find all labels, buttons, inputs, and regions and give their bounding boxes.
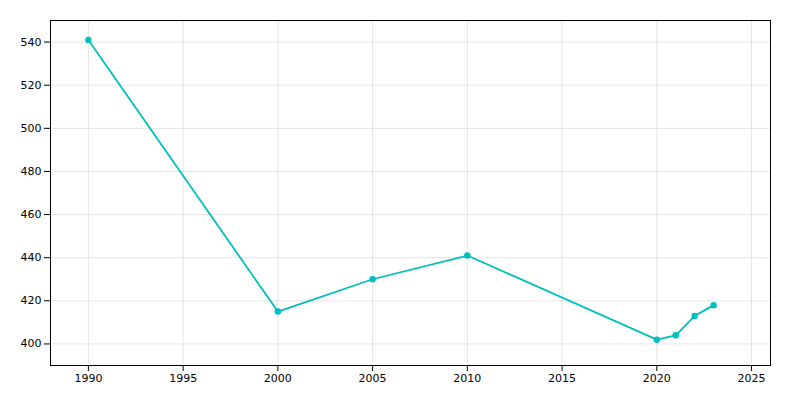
svg-text:2020: 2020: [643, 372, 671, 385]
svg-text:1990: 1990: [74, 372, 102, 385]
svg-text:2015: 2015: [548, 372, 576, 385]
svg-text:2025: 2025: [738, 372, 766, 385]
svg-text:460: 460: [21, 208, 42, 221]
svg-text:500: 500: [21, 122, 42, 135]
svg-text:1995: 1995: [169, 372, 197, 385]
svg-text:2005: 2005: [359, 372, 387, 385]
svg-text:440: 440: [21, 251, 42, 264]
svg-text:2000: 2000: [264, 372, 292, 385]
svg-text:540: 540: [21, 36, 42, 49]
svg-text:480: 480: [21, 165, 42, 178]
svg-text:420: 420: [21, 294, 42, 307]
svg-text:520: 520: [21, 79, 42, 92]
svg-text:400: 400: [21, 337, 42, 350]
svg-text:2010: 2010: [453, 372, 481, 385]
